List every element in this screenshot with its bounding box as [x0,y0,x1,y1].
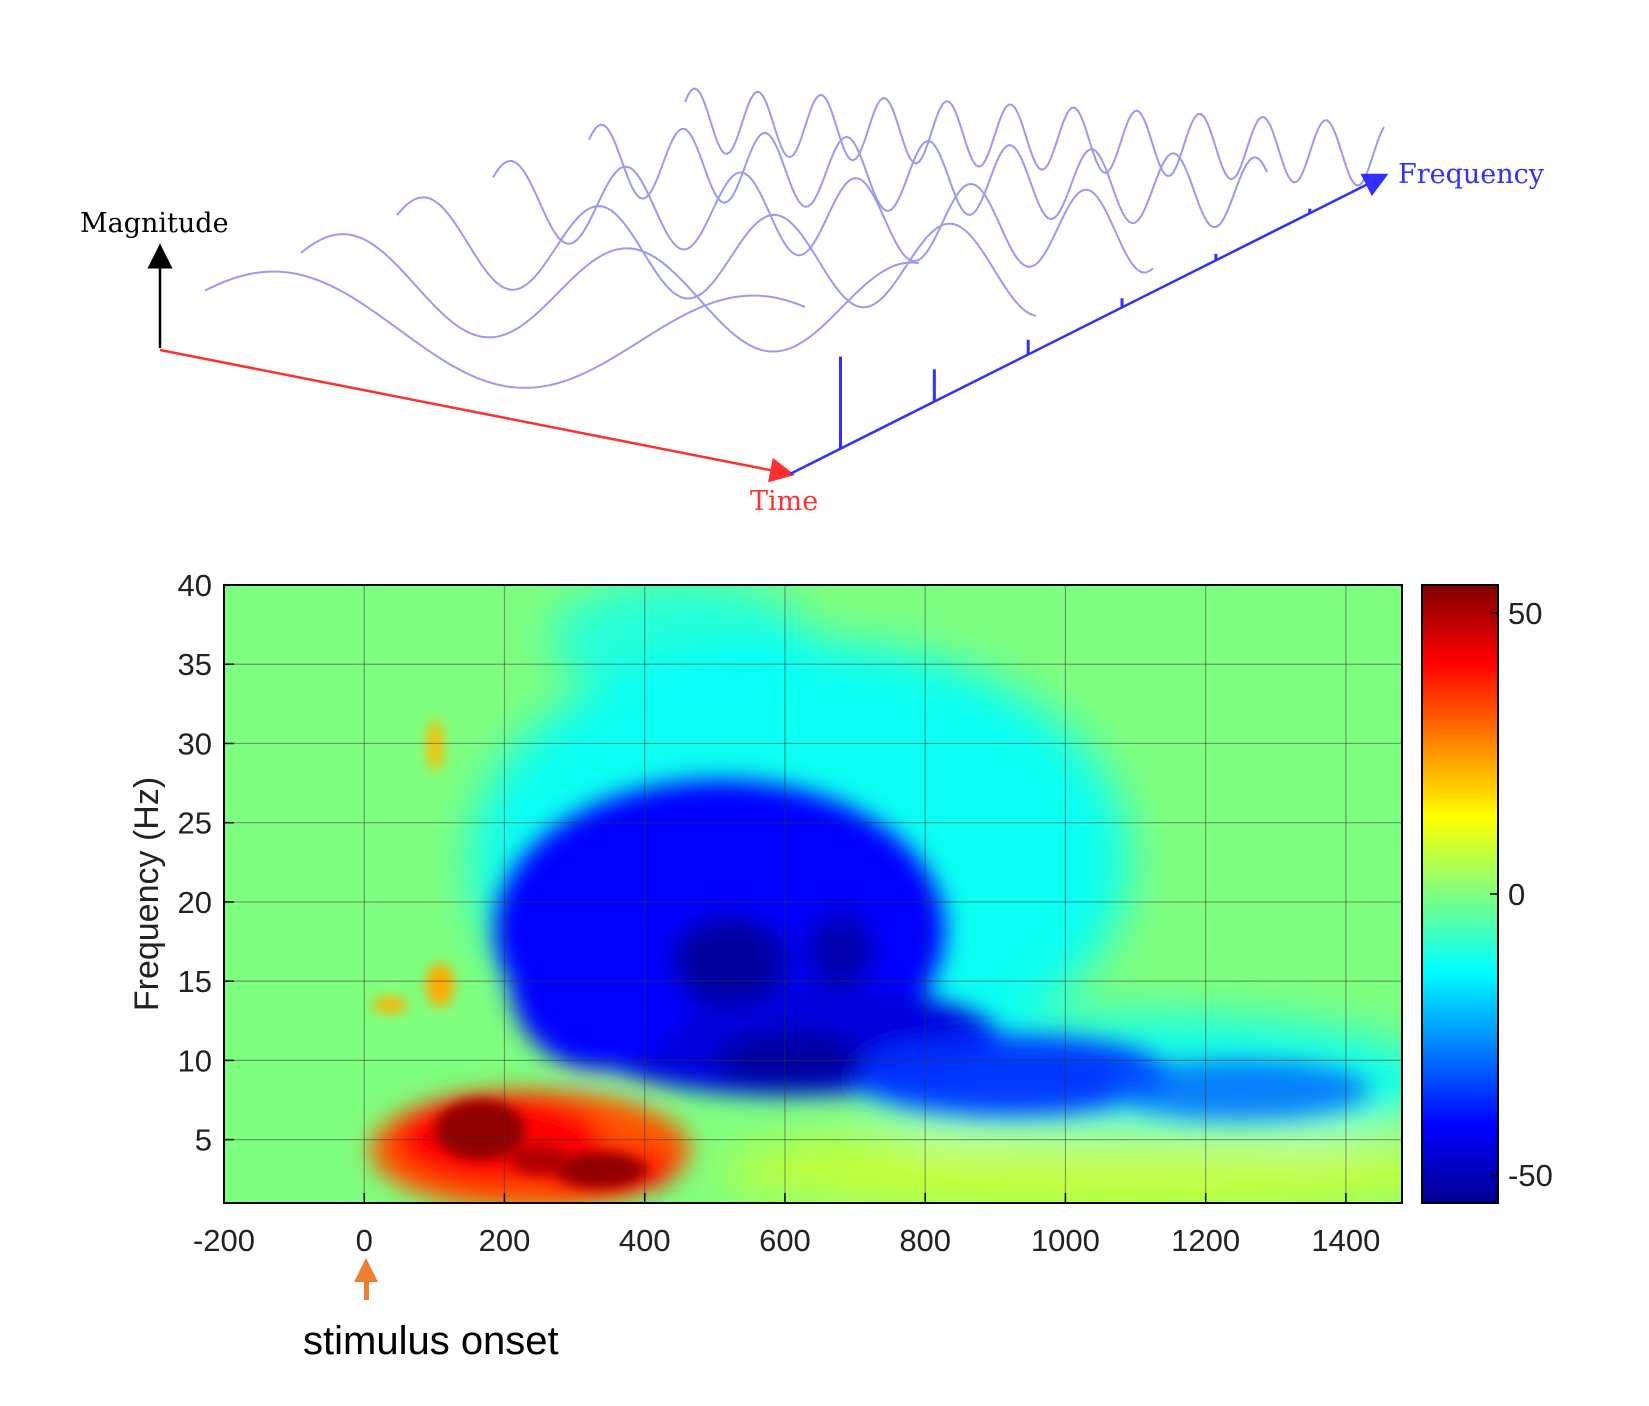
plot-frame [223,584,1403,1204]
colorbar-tick-label: 0 [1508,877,1525,912]
x-tick-label: 800 [899,1223,951,1258]
annotation-text: stimulus onset [303,1319,559,1363]
y-tick-label: 15 [178,964,212,999]
frequency-axis [789,173,1389,476]
time-axis [159,348,795,483]
arrow-shaft [364,1280,369,1300]
y-tick-label: 20 [178,885,212,920]
heatmap-field [224,585,1402,1203]
sine-wave [300,233,920,353]
x-tick-label: 1400 [1311,1223,1380,1258]
y-tick-label: 25 [178,806,212,841]
frequency-label: Frequency [1398,159,1545,190]
x-tick-label: -200 [193,1223,255,1258]
y-tick-label: 30 [178,726,212,761]
x-ticks: -200 0 200 400 600 800 1000 1200 1400 [193,1193,1380,1258]
y-tick-label: 5 [195,1123,212,1158]
spectrum-lines [838,208,1312,449]
time-frequency-heatmap: -200 0 200 400 600 800 1000 1200 1400 5101520253… [128,568,1553,1363]
stimulus-onset-annotation: stimulus onset [303,1258,559,1363]
arrow-up-icon [354,1258,378,1282]
sine-wave [396,196,1037,317]
colorbar-tick-label: 50 [1508,596,1542,631]
colorbar-tick-label: -50 [1508,1158,1553,1193]
sine-waves [204,87,1385,389]
x-tick-label: 200 [479,1223,531,1258]
y-ticks: 5 10 15 20 25 30 35 40 [178,568,234,1158]
colorbar-ticks: 50 0 -50 [1490,596,1553,1193]
x-tick-label: 400 [619,1223,671,1258]
y-axis-label: Frequency (Hz) [128,777,166,1011]
grid-lines [224,585,1402,1203]
x-tick-label: 1000 [1031,1223,1100,1258]
x-tick-label: 1200 [1171,1223,1240,1258]
sine-wave [492,159,1154,274]
y-tick-label: 10 [178,1043,212,1078]
x-tick-label: 600 [759,1223,811,1258]
y-tick-label: 40 [178,568,212,603]
magnitude-label: Magnitude [80,208,229,239]
sine-wave [684,87,1385,187]
time-label: Time [750,486,818,517]
colorbar [1421,584,1499,1204]
y-tick-label: 35 [178,647,212,682]
fourier-diagram: Magnitude Time Frequency [80,87,1545,517]
x-tick-label: 0 [356,1223,373,1258]
